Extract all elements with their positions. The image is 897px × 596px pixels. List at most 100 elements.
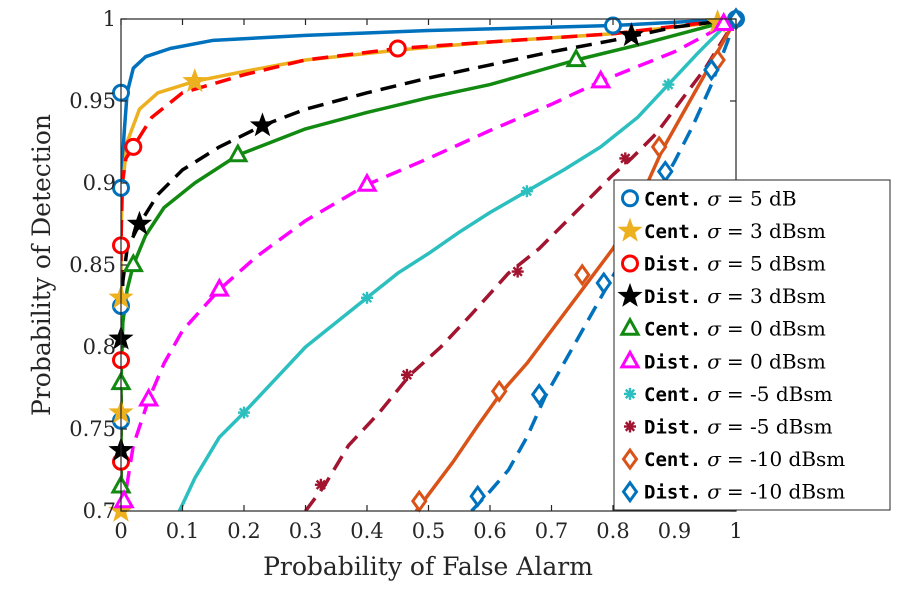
legend-entry-7-prefix: Cent.	[644, 384, 701, 406]
series-line-4	[121, 19, 736, 511]
legend-entry-6: Dist. σ = 0 dBsm	[644, 349, 826, 373]
legend-entry-8-prefix: Dist.	[644, 417, 701, 439]
legend-entry-6-value: = 0 dBsm	[727, 349, 826, 373]
legend-entry-9-value: = -10 dBsm	[727, 447, 845, 471]
legend-entry-9-sigma: σ	[707, 447, 722, 471]
series-8-marker-2	[400, 368, 413, 381]
series-8-marker-1	[314, 478, 327, 491]
legend-entry-6-prefix: Dist.	[644, 351, 701, 373]
legend-entry-4-value: = 3 dBsm	[727, 284, 826, 308]
x-tick-label-11: 1	[729, 519, 742, 543]
legend-entry-1-sigma: σ	[707, 186, 722, 210]
series-1-marker-5	[604, 16, 622, 35]
series-8-marker-3	[511, 265, 524, 278]
series-9-marker-4	[650, 135, 668, 159]
series-10-marker-3	[595, 271, 613, 295]
series-line-7	[177, 19, 736, 511]
series-5-marker-4	[227, 143, 249, 163]
series-6-marker-4	[356, 172, 378, 192]
y-tick-label-3: 0.8	[83, 335, 116, 359]
series-4-marker-3	[126, 210, 153, 235]
series-9-marker-1	[410, 489, 428, 513]
series-6-marker-1	[113, 489, 135, 509]
series-5-marker-3	[122, 252, 144, 273]
series-7-marker-4	[662, 78, 675, 91]
x-axis-label: Probability of False Alarm	[263, 552, 593, 581]
legend-entry-3-sigma: σ	[707, 252, 722, 276]
y-tick-label-2: 0.75	[69, 417, 116, 441]
legend-entry-2-sigma: σ	[707, 219, 722, 243]
legend-entry-4-sigma: σ	[707, 284, 722, 308]
legend-marker-2	[617, 217, 643, 242]
x-tick-label-10: 0.9	[658, 519, 691, 543]
legend-marker-6	[619, 349, 641, 369]
legend-entry-9: Cent. σ = -10 dBsm	[644, 447, 845, 471]
legend-entry-5-value: = 0 dBsm	[727, 317, 826, 341]
x-tick-label-6: 0.5	[412, 519, 445, 543]
y-tick-label-5: 0.9	[83, 171, 116, 195]
legend-entry-10-prefix: Dist.	[644, 482, 701, 504]
series-line-8	[304, 19, 736, 511]
series-6-marker-6	[713, 11, 735, 31]
y-tick-label-6: 0.95	[69, 89, 116, 113]
legend-entry-2-prefix: Cent.	[644, 221, 701, 243]
x-tick-label-9: 0.8	[596, 519, 629, 543]
legend-marker-1	[621, 189, 639, 208]
series-4-marker-5	[618, 22, 645, 47]
legend-marker-8	[624, 420, 636, 433]
legend-marker-5	[619, 316, 641, 336]
legend-entry-3: Dist. σ = 5 dBsm	[644, 252, 826, 276]
series-line-9	[414, 19, 736, 511]
legend-entry-4-prefix: Dist.	[644, 286, 701, 308]
legend-entry-3-value: = 5 dBsm	[727, 252, 826, 276]
legend-entry-7: Cent. σ = -5 dBsm	[644, 382, 833, 406]
series-10-marker-1	[469, 484, 487, 508]
legend-entry-4: Dist. σ = 3 dBsm	[644, 284, 826, 308]
legend-entry-9-prefix: Cent.	[644, 449, 701, 471]
x-tick-label-2: 0.1	[166, 519, 199, 543]
x-tick-label-5: 0.4	[350, 519, 383, 543]
series-8-marker-4	[619, 152, 632, 165]
axis-group: 0 0.1 0.2 0.3 0.4 0.5 0.6 0.7 0.8 0.9 1 0.7 0.75 0.8 0…	[69, 7, 742, 543]
x-tick-label-8: 0.7	[535, 519, 568, 543]
x-tick-label-3: 0.2	[227, 519, 260, 543]
series-3-marker-4	[124, 137, 143, 156]
legend-entry-6-sigma: σ	[707, 349, 722, 373]
legend-entry-2-value: = 3 dBsm	[727, 219, 826, 243]
legend-entry-10: Dist. σ = -10 dBsm	[644, 480, 845, 504]
x-tick-label-4: 0.3	[289, 519, 322, 543]
series-3-marker-5	[388, 39, 407, 58]
legend-entry-8-sigma: σ	[707, 415, 722, 439]
legend-marker-4	[617, 282, 643, 307]
legend-entry-7-value: = -5 dBsm	[727, 382, 833, 406]
legend-entry-1: Cent. σ = 5 dB	[644, 186, 797, 210]
series-7-marker-2	[361, 291, 373, 304]
series-9-marker-3	[573, 263, 591, 287]
series-10-marker-5	[703, 58, 720, 82]
legend-entry-10-sigma: σ	[707, 480, 722, 504]
y-tick-label-7: 1	[103, 7, 116, 31]
series-4-marker-4	[249, 112, 276, 137]
legend-entry-7-sigma: σ	[707, 382, 722, 406]
x-tick-label-7: 0.6	[473, 519, 506, 543]
series-6-marker-5	[590, 69, 612, 89]
legend-marker-7	[624, 387, 636, 400]
legend-entry-3-prefix: Dist.	[644, 254, 701, 276]
legend-entry-5-prefix: Cent.	[644, 319, 701, 341]
series-10-marker-2	[530, 382, 548, 407]
legend-entry-8-value: = -5 dBsm	[727, 415, 833, 439]
y-tick-label-1: 0.7	[83, 499, 116, 523]
series-line-3	[121, 19, 736, 511]
series-7-marker-3	[520, 185, 533, 198]
series-6-marker-2	[138, 387, 160, 407]
legend-entry-5: Cent. σ = 0 dBsm	[644, 317, 826, 341]
series-line-6	[121, 19, 736, 511]
legend-entry-1-value: = 5 dB	[727, 186, 797, 210]
legend-entry-8: Dist. σ = -5 dBsm	[644, 415, 833, 439]
series-5-marker-5	[565, 47, 587, 68]
legend-marker-9	[621, 447, 639, 471]
series-line-1	[121, 19, 736, 511]
series-2-marker-4	[182, 68, 208, 93]
